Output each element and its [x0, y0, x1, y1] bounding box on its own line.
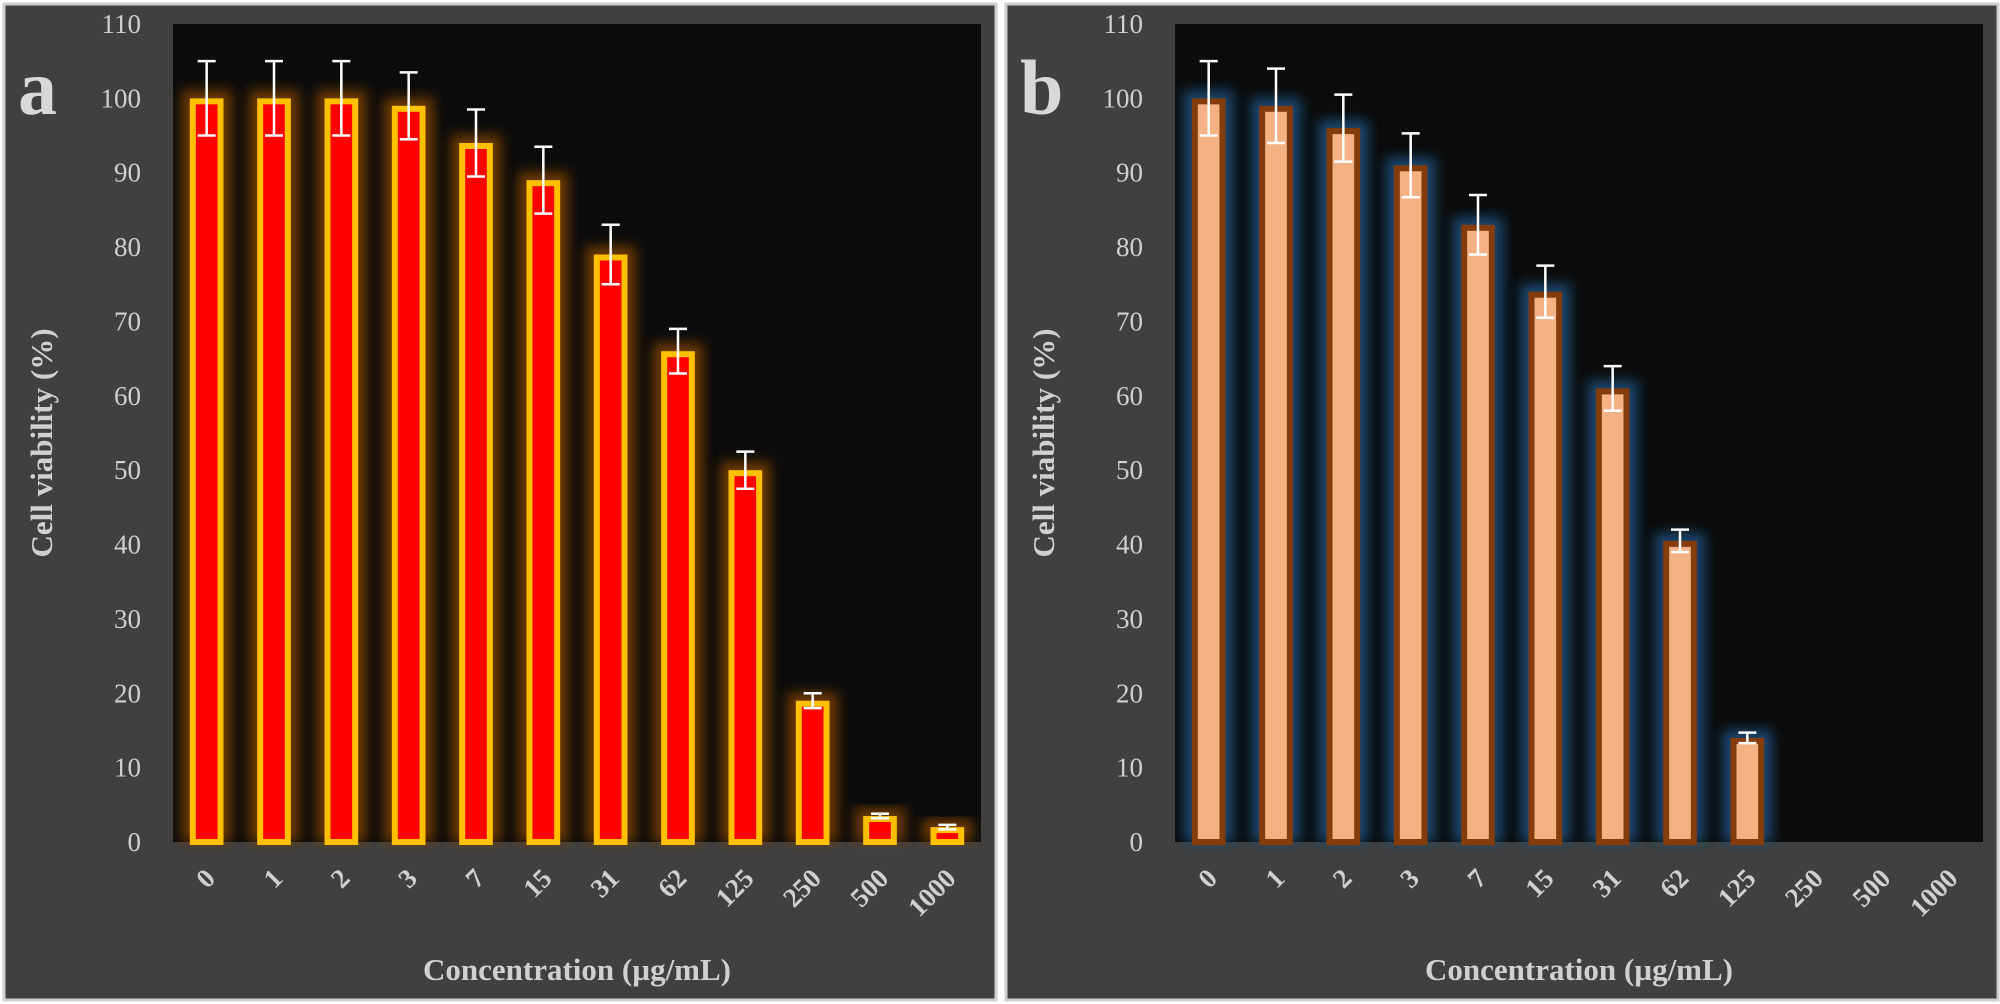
y-tick-label: 60: [1116, 381, 1143, 411]
bar: [728, 470, 763, 845]
y-tick-label: 10: [1116, 753, 1143, 783]
y-tick-label: 70: [114, 306, 141, 336]
error-bar: [265, 59, 283, 137]
panel-label: b: [1020, 44, 1063, 131]
bar: [863, 815, 897, 845]
bar: [1393, 165, 1428, 846]
bar: [1595, 388, 1630, 845]
y-tick-label: 50: [1116, 455, 1143, 485]
error-bar: [1267, 67, 1285, 145]
y-axis-title: Cell viability (%): [24, 328, 59, 557]
error-bar: [736, 450, 755, 491]
y-tick-label: 80: [114, 232, 141, 262]
bar: [1461, 224, 1495, 846]
bar: [1191, 98, 1226, 845]
error-bar: [467, 108, 485, 178]
y-tick-label: 110: [1104, 9, 1144, 39]
y-tick-label: 90: [114, 158, 141, 188]
y-tick-label: 10: [114, 753, 141, 783]
bar: [661, 351, 695, 845]
error-bar: [601, 223, 620, 286]
y-tick-label: 50: [114, 455, 141, 485]
error-bar: [1401, 132, 1420, 199]
bar: [1259, 105, 1293, 846]
y-tick-label: 100: [1103, 83, 1144, 113]
bar: [593, 254, 628, 845]
bar: [391, 105, 426, 846]
y-tick-label: 0: [128, 827, 142, 857]
plot-area: [173, 24, 981, 842]
bar: [257, 98, 291, 845]
error-bar: [1738, 731, 1757, 745]
y-tick-label: 90: [1116, 158, 1143, 188]
y-axis-title: Cell viability (%): [1026, 328, 1061, 557]
error-bar: [1536, 264, 1555, 319]
y-tick-label: 100: [101, 83, 142, 113]
x-axis-title: Concentration (µg/mL): [1425, 952, 1733, 987]
error-bar: [938, 823, 957, 831]
bar: [1528, 291, 1563, 845]
y-tick-label: 30: [1116, 604, 1143, 634]
plot-area: [1175, 24, 1983, 842]
bar: [324, 98, 359, 845]
panel-label: a: [18, 44, 57, 131]
bar: [189, 98, 224, 845]
bar: [930, 827, 965, 845]
y-tick-label: 30: [114, 604, 141, 634]
bar: [1730, 737, 1765, 846]
y-tick-label: 20: [1116, 678, 1143, 708]
bar: [526, 180, 561, 845]
y-tick-label: 70: [1116, 306, 1143, 336]
error-bar: [534, 145, 553, 215]
error-bar: [197, 59, 216, 137]
y-tick-label: 80: [1116, 232, 1143, 262]
error-bar: [1671, 528, 1689, 554]
error-bar: [803, 692, 822, 710]
bar: [459, 142, 493, 845]
y-tick-label: 0: [1130, 827, 1144, 857]
error-bar: [1469, 193, 1487, 256]
error-bar: [1603, 364, 1622, 412]
error-bar: [1199, 59, 1218, 137]
error-bar: [399, 71, 418, 141]
error-bar: [669, 327, 687, 375]
error-bar: [871, 812, 889, 820]
y-tick-label: 60: [114, 381, 141, 411]
error-bar: [332, 59, 351, 137]
y-tick-label: 40: [114, 530, 141, 560]
error-bar: [1334, 93, 1353, 163]
bar: [1326, 128, 1361, 846]
x-axis-title: Concentration (µg/mL): [423, 952, 731, 987]
y-tick-label: 20: [114, 678, 141, 708]
bar: [795, 700, 830, 846]
y-tick-label: 110: [102, 9, 142, 39]
y-tick-label: 40: [1116, 530, 1143, 560]
bar: [1663, 540, 1697, 845]
